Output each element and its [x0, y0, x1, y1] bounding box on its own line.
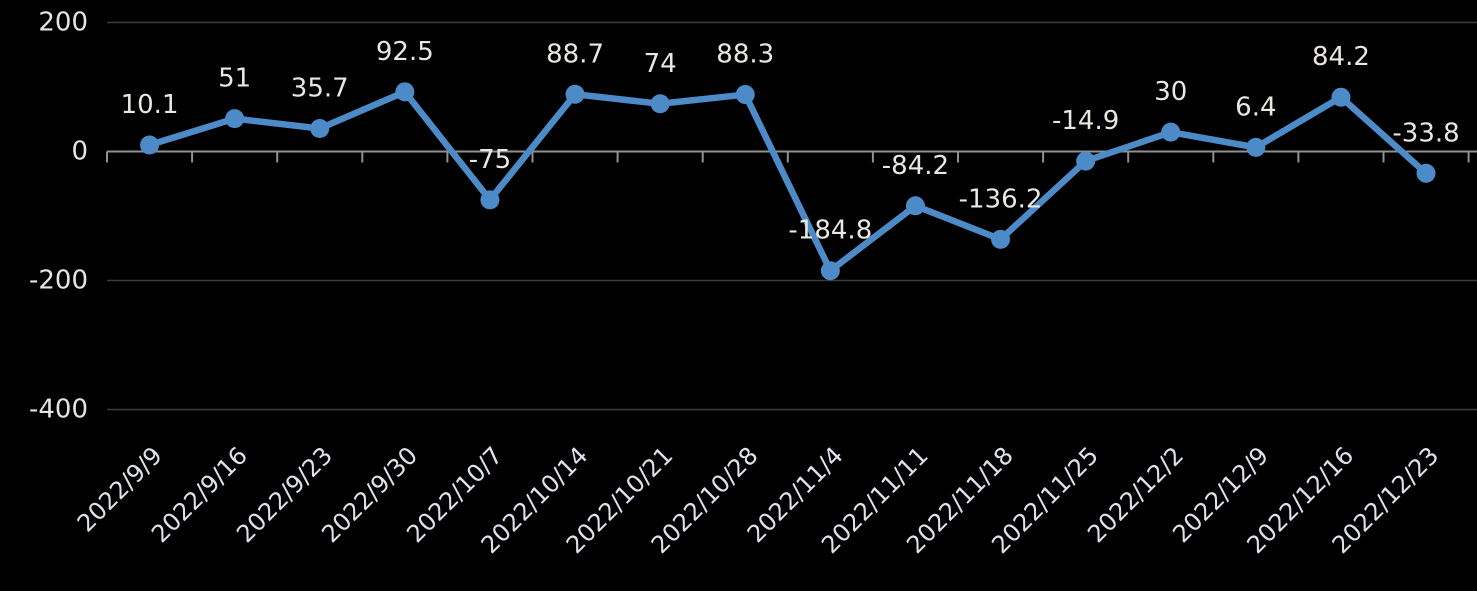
data-label: -136.2 — [959, 184, 1043, 214]
data-point-marker — [395, 82, 415, 102]
data-point-marker — [820, 261, 840, 281]
data-point-marker — [480, 190, 500, 210]
data-point-marker — [650, 94, 670, 114]
data-label: 84.2 — [1312, 42, 1370, 72]
data-label: -75 — [469, 145, 511, 175]
data-point-marker — [1076, 151, 1096, 171]
data-point-marker — [991, 229, 1011, 249]
y-axis-tick-label: -200 — [29, 266, 88, 296]
data-label: 6.4 — [1235, 92, 1276, 122]
data-label: 51 — [218, 64, 251, 94]
data-label: -84.2 — [882, 151, 949, 181]
data-label: -184.8 — [788, 216, 872, 246]
data-point-marker — [225, 109, 245, 129]
data-label: -33.8 — [1392, 118, 1459, 148]
series-line — [146, 88, 1430, 274]
data-point-marker — [905, 196, 925, 216]
data-label: -14.9 — [1052, 106, 1119, 136]
data-point-marker — [140, 135, 160, 155]
y-axis-tick-label: -400 — [29, 395, 88, 425]
y-axis-tick-label: 200 — [38, 8, 88, 38]
data-point-marker — [735, 85, 755, 105]
data-label: 10.1 — [121, 90, 179, 120]
data-label: 88.7 — [546, 39, 604, 69]
data-point-marker — [1246, 137, 1266, 157]
data-label: 30 — [1154, 77, 1187, 107]
data-point-marker — [565, 84, 585, 104]
data-label: 74 — [644, 49, 677, 79]
y-axis-tick-label: 0 — [71, 137, 88, 167]
data-label: 35.7 — [291, 73, 349, 103]
data-label: 88.3 — [716, 40, 774, 70]
data-point-marker — [1416, 163, 1436, 183]
data-label: 92.5 — [376, 37, 434, 67]
data-point-marker — [1331, 87, 1351, 107]
data-point-marker — [1161, 122, 1181, 142]
data-point-marker — [310, 118, 330, 138]
